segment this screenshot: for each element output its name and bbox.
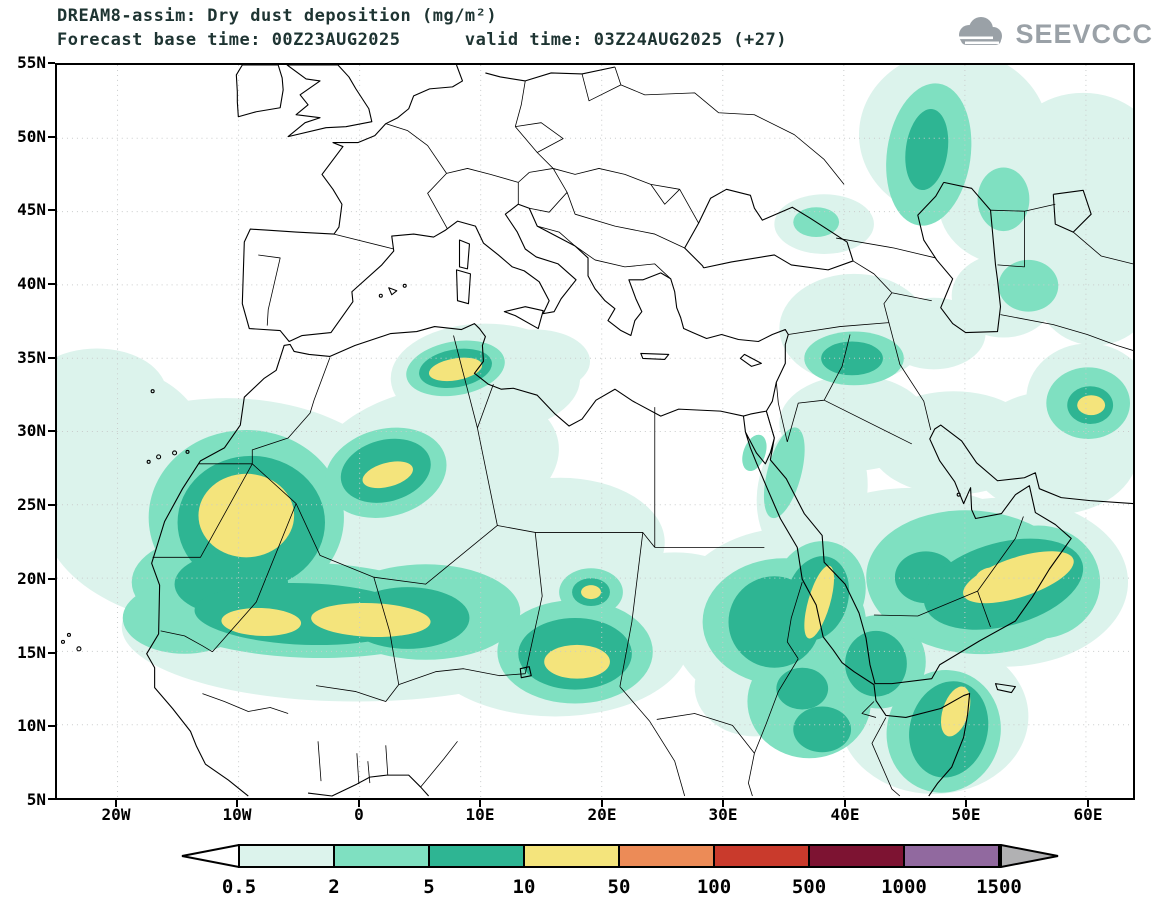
y-tick-label: 15N (17, 643, 46, 662)
legend-cell (713, 844, 810, 868)
y-tick-label: 55N (17, 53, 46, 72)
y-tick-mark (48, 209, 55, 211)
y-tick-label: 5N (26, 790, 46, 809)
contour-clear-gaps (649, 413, 750, 503)
x-tick-mark (115, 800, 117, 807)
y-tick-label: 20N (17, 569, 46, 588)
y-tick-label: 45N (17, 200, 46, 219)
y-tick-label: 50N (17, 127, 46, 146)
x-tick-label: 20E (587, 805, 617, 824)
latlon-grid (57, 65, 1133, 798)
overflow-arrow-icon (1000, 844, 1059, 868)
x-tick-label: 30E (708, 805, 738, 824)
y-tick-label: 30N (17, 421, 46, 440)
x-tick-mark (236, 800, 238, 807)
y-tick-mark (48, 725, 55, 727)
legend-label: 500 (791, 876, 827, 898)
x-tick-label: 10E (465, 805, 495, 824)
y-tick-mark (48, 798, 55, 800)
y-tick-mark (48, 578, 55, 580)
map-svg (57, 65, 1133, 798)
legend-label: 0.5 (221, 876, 257, 898)
legend-cell (238, 844, 335, 868)
map-area (55, 63, 1135, 800)
y-tick-mark (48, 62, 55, 64)
x-tick-mark (965, 800, 967, 807)
legend-cell (523, 844, 620, 868)
y-tick-mark (48, 652, 55, 654)
x-tick-mark (844, 800, 846, 807)
x-tick-label: 60E (1073, 805, 1103, 824)
y-tick-label: 10N (17, 716, 46, 735)
y-tick-mark (48, 283, 55, 285)
page-title: DREAM8-assim: Dry dust deposition (mg/m²… (57, 6, 498, 26)
logo-text: SEEVCCC (1015, 18, 1153, 49)
y-tick-mark (48, 504, 55, 506)
legend-label: 5 (423, 876, 435, 898)
underflow-arrow-icon (181, 844, 240, 868)
legend-cell (428, 844, 525, 868)
y-tick-mark (48, 136, 55, 138)
islands (235, 65, 1016, 694)
x-tick-mark (601, 800, 603, 807)
legend-label: 10 (512, 876, 536, 898)
legend-cell (808, 844, 905, 868)
legend-label: 1000 (881, 876, 927, 898)
y-tick-label: 40N (17, 274, 46, 293)
forecast-times: Forecast base time: 00Z23AUG2025 valid t… (57, 30, 787, 50)
legend-label: 1500 (976, 876, 1022, 898)
legend-label: 100 (696, 876, 732, 898)
country-borders (152, 66, 1133, 797)
x-tick-label: 40E (830, 805, 860, 824)
x-tick-label: 50E (951, 805, 981, 824)
y-tick-label: 35N (17, 348, 46, 367)
x-tick-label: 20W (101, 805, 131, 824)
coastlines (146, 65, 1133, 797)
legend-cell (903, 844, 1000, 868)
x-tick-label: 0 (354, 805, 364, 824)
legend-cell (618, 844, 715, 868)
legend-cell (333, 844, 430, 868)
y-tick-mark (48, 430, 55, 432)
color-scale: 0.5 2 5 10 50 100 500 1000 1500 (180, 844, 1070, 904)
x-tick-mark (479, 800, 481, 807)
y-tick-label: 25N (17, 495, 46, 514)
x-tick-mark (722, 800, 724, 807)
legend-label: 50 (607, 876, 631, 898)
small-islands (60, 283, 961, 652)
dust-contours-level-10 (198, 357, 1106, 737)
x-tick-label: 10W (222, 805, 252, 824)
x-tick-mark (1087, 800, 1089, 807)
x-tick-mark (358, 800, 360, 807)
y-tick-mark (48, 357, 55, 359)
color-scale-strip (180, 844, 1070, 868)
seevccc-logo: SEEVCCC (953, 16, 1153, 52)
cloud-icon (957, 17, 1003, 45)
legend-label: 2 (328, 876, 340, 898)
